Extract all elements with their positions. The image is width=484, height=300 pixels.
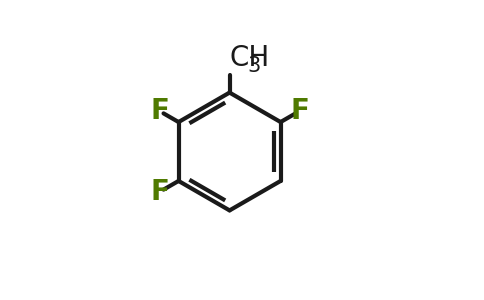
Text: F: F <box>150 178 169 206</box>
Text: CH: CH <box>229 44 270 72</box>
Text: F: F <box>150 97 169 125</box>
Text: 3: 3 <box>247 56 260 76</box>
Text: F: F <box>290 97 309 125</box>
